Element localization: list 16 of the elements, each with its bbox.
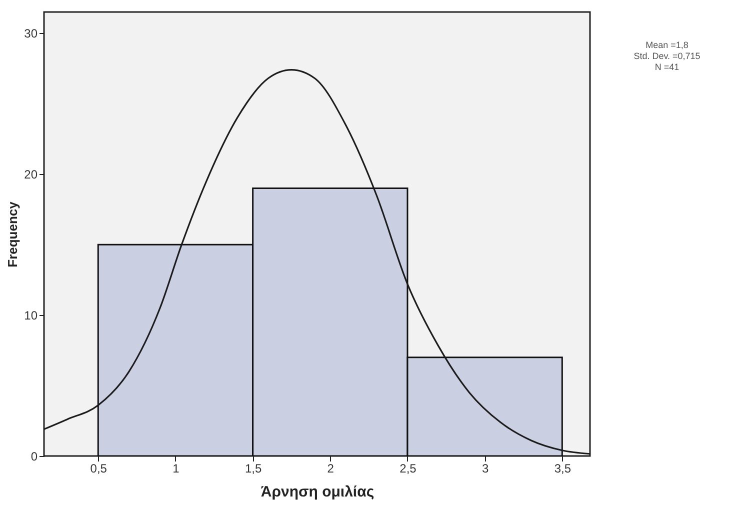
- x-tick-label: 2,5: [400, 462, 417, 476]
- x-axis-title: Άρνηση ομιλίας: [260, 484, 374, 500]
- y-tick-label: 30: [24, 26, 38, 41]
- y-tick-label: 10: [24, 308, 38, 323]
- x-tick-label: 0,5: [90, 462, 108, 476]
- text: Mean =1,8: [646, 40, 688, 50]
- y-tick-label: 20: [24, 168, 38, 182]
- y-tick-label: 0: [30, 450, 38, 464]
- y-axis-title: Frequency: [5, 200, 20, 268]
- x-tick-label: 1: [172, 462, 180, 476]
- x-tick-label: 2: [327, 462, 334, 476]
- text: Std. Dev. =0,715: [634, 51, 700, 61]
- x-tick-label: 3,5: [554, 462, 572, 476]
- x-tick-label: 3: [482, 462, 489, 476]
- x-tick-label: 1,5: [244, 462, 262, 476]
- text: N =41: [654, 62, 680, 72]
